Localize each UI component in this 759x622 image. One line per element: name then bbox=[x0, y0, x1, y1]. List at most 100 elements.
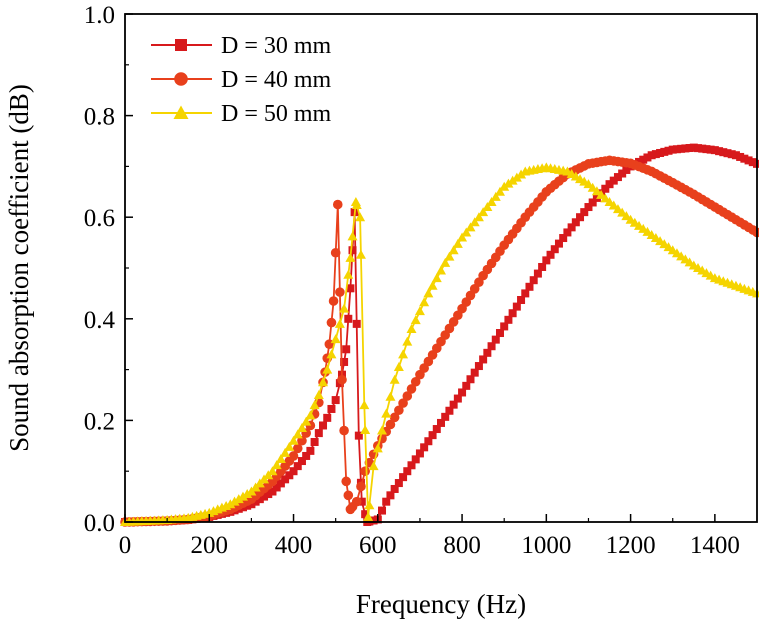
data-point bbox=[494, 186, 505, 196]
data-point bbox=[512, 302, 521, 311]
data-point bbox=[382, 497, 391, 506]
data-point bbox=[275, 454, 286, 464]
data-point bbox=[474, 362, 483, 371]
data-point bbox=[753, 159, 759, 168]
series-d-40-mm bbox=[120, 155, 759, 527]
data-point bbox=[339, 303, 350, 313]
data-point bbox=[744, 156, 753, 165]
data-point bbox=[736, 152, 745, 161]
data-point bbox=[411, 455, 420, 464]
data-point bbox=[410, 376, 421, 387]
data-point bbox=[306, 446, 315, 455]
data-point bbox=[529, 276, 538, 285]
data-point bbox=[284, 441, 295, 451]
data-point bbox=[622, 165, 631, 174]
data-point bbox=[576, 213, 585, 222]
data-point bbox=[517, 296, 526, 305]
data-point bbox=[668, 145, 677, 154]
data-point bbox=[351, 496, 362, 507]
data-point bbox=[504, 315, 513, 324]
series-d-50-mm bbox=[120, 162, 759, 526]
data-point bbox=[702, 145, 711, 154]
data-point bbox=[525, 282, 534, 291]
data-point bbox=[503, 178, 514, 188]
data-point bbox=[394, 405, 404, 416]
data-point bbox=[470, 368, 479, 377]
data-point bbox=[440, 257, 451, 267]
data-point bbox=[173, 105, 189, 119]
data-point bbox=[681, 144, 690, 153]
data-point bbox=[698, 144, 707, 153]
data-point bbox=[347, 231, 358, 241]
data-point bbox=[288, 451, 299, 461]
data-point bbox=[613, 173, 622, 182]
data-point bbox=[343, 269, 354, 279]
y-tick-label: 0.8 bbox=[84, 104, 115, 131]
data-point bbox=[264, 490, 273, 499]
data-point bbox=[508, 309, 517, 318]
data-point bbox=[689, 143, 698, 152]
data-point bbox=[389, 374, 400, 384]
data-point bbox=[731, 151, 740, 160]
data-point bbox=[289, 467, 298, 476]
data-point bbox=[399, 473, 408, 482]
y-tick-label: 1.0 bbox=[84, 2, 115, 29]
data-point bbox=[660, 147, 669, 156]
legend-item: D = 30 mm bbox=[151, 33, 332, 59]
data-point bbox=[305, 410, 316, 420]
data-point bbox=[330, 334, 341, 344]
data-point bbox=[580, 208, 589, 217]
data-point bbox=[330, 247, 341, 258]
data-point bbox=[393, 362, 404, 372]
data-point bbox=[339, 425, 349, 436]
data-point bbox=[466, 375, 475, 384]
data-point bbox=[314, 429, 323, 438]
data-point bbox=[554, 239, 563, 248]
data-point bbox=[309, 400, 320, 410]
data-point bbox=[251, 497, 260, 506]
data-point bbox=[436, 265, 446, 275]
data-point bbox=[677, 144, 686, 153]
data-point bbox=[369, 516, 378, 525]
y-tick-label: 0.6 bbox=[84, 205, 115, 232]
data-point bbox=[268, 487, 277, 496]
data-point bbox=[706, 145, 715, 154]
data-point bbox=[639, 155, 648, 164]
data-point bbox=[334, 318, 345, 328]
data-point bbox=[473, 212, 484, 222]
data-point bbox=[377, 425, 388, 435]
data-point bbox=[332, 199, 343, 210]
data-point bbox=[351, 200, 362, 210]
data-point bbox=[402, 336, 413, 346]
data-point bbox=[402, 391, 413, 401]
data-point bbox=[423, 288, 434, 298]
data-point bbox=[521, 289, 530, 298]
data-point bbox=[301, 416, 312, 426]
legend-item: D = 40 mm bbox=[151, 67, 332, 93]
data-point bbox=[318, 377, 329, 387]
data-point bbox=[420, 443, 429, 452]
data-point bbox=[664, 146, 673, 155]
data-point bbox=[567, 223, 576, 232]
data-point bbox=[478, 207, 489, 217]
data-point bbox=[389, 412, 400, 423]
data-point bbox=[310, 437, 319, 446]
data-point bbox=[643, 153, 652, 162]
data-point bbox=[479, 355, 488, 364]
data-point bbox=[542, 256, 551, 265]
data-point bbox=[656, 148, 665, 157]
data-point bbox=[292, 429, 303, 439]
data-point bbox=[292, 443, 303, 454]
data-point bbox=[715, 147, 724, 156]
data-point bbox=[247, 500, 256, 509]
data-point bbox=[288, 435, 299, 445]
data-point bbox=[618, 169, 627, 178]
data-point bbox=[280, 447, 291, 457]
data-point bbox=[385, 391, 396, 401]
data-point bbox=[357, 497, 366, 506]
data-point bbox=[694, 144, 703, 153]
data-point bbox=[748, 158, 757, 167]
data-point bbox=[233, 494, 244, 504]
data-point bbox=[469, 217, 480, 227]
